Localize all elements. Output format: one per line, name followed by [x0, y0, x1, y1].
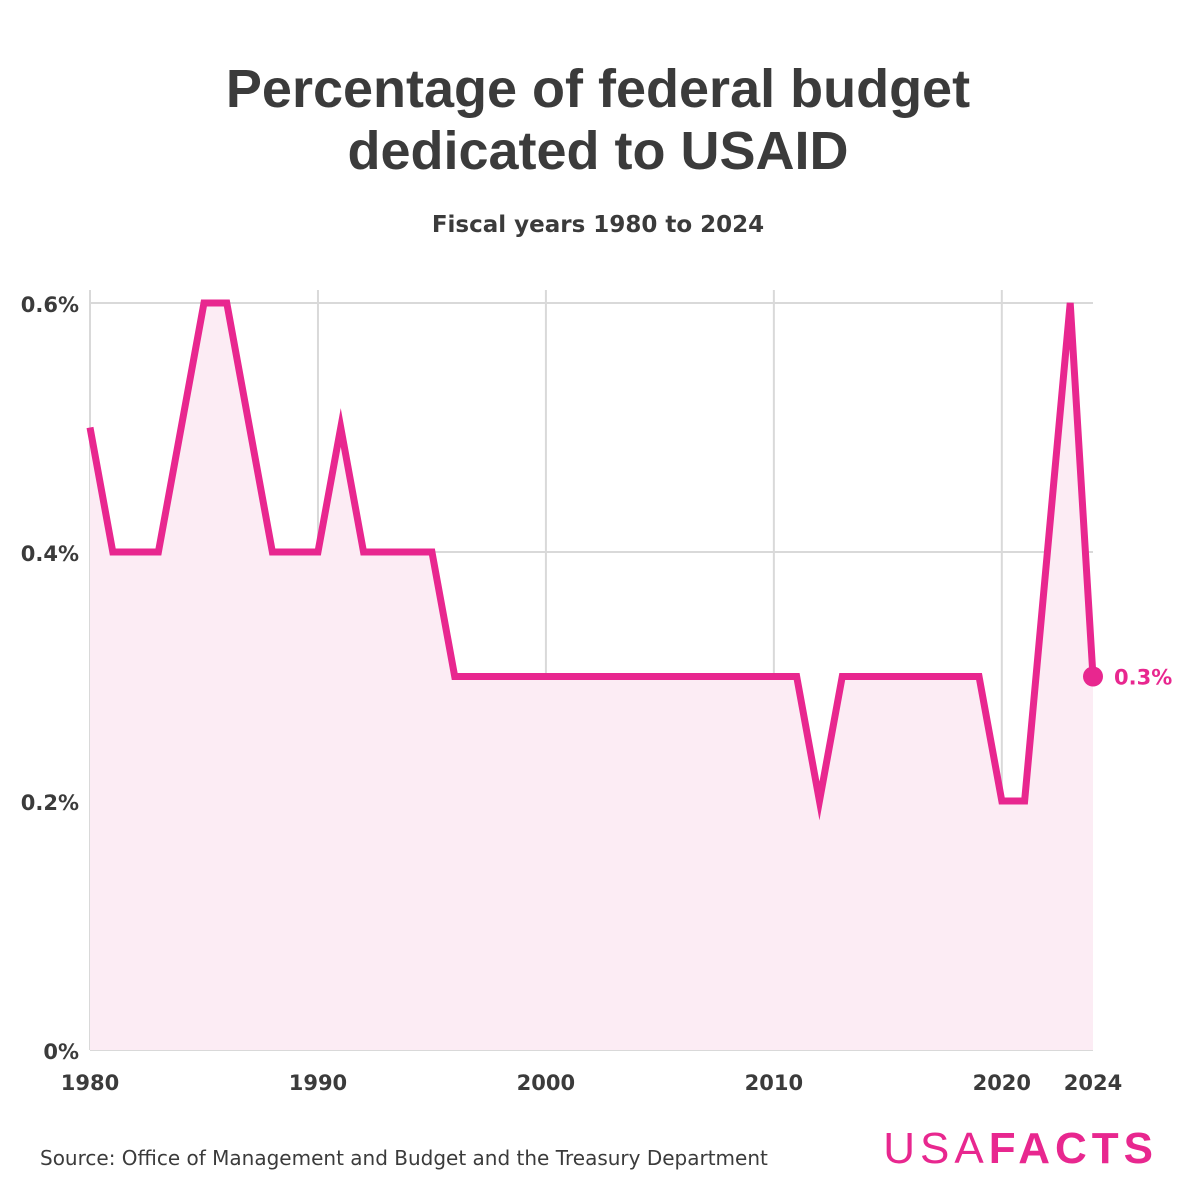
y-tick-label: 0.4% [21, 542, 79, 566]
y-tick-label: 0% [43, 1040, 79, 1064]
x-tick-label: 2000 [517, 1071, 575, 1095]
end-value-label: 0.3% [1114, 666, 1172, 690]
logo-part-usa: USA [883, 1124, 989, 1173]
label-layer: 0% 0.2% 0.4% 0.6% 1980 1990 2000 2010 2020 2024 0.… [21, 293, 1173, 1095]
x-tick-label: 1990 [289, 1071, 347, 1095]
end-point-marker [1083, 666, 1103, 687]
usafacts-logo: USAFACTS [883, 1124, 1158, 1174]
y-tick-label: 0.2% [21, 791, 79, 815]
source-note: Source: Office of Management and Budget … [40, 1146, 768, 1170]
x-tick-label: 2024 [1064, 1071, 1122, 1095]
chart-subtitle: Fiscal years 1980 to 2024 [431, 212, 765, 238]
x-tick-label: 2010 [745, 1071, 803, 1095]
y-tick-label: 0.6% [21, 293, 79, 317]
series-line [86, 299, 1097, 821]
line-layer [86, 299, 1103, 821]
chart-title: Percentage of federal budget dedicated to… [0, 58, 1196, 182]
logo-part-facts: FACTS [988, 1124, 1158, 1173]
x-tick-label: 2020 [973, 1071, 1031, 1095]
chart-title-text: Percentage of federal budget dedicated to… [225, 59, 971, 181]
x-tick-label: 1980 [61, 1071, 119, 1095]
